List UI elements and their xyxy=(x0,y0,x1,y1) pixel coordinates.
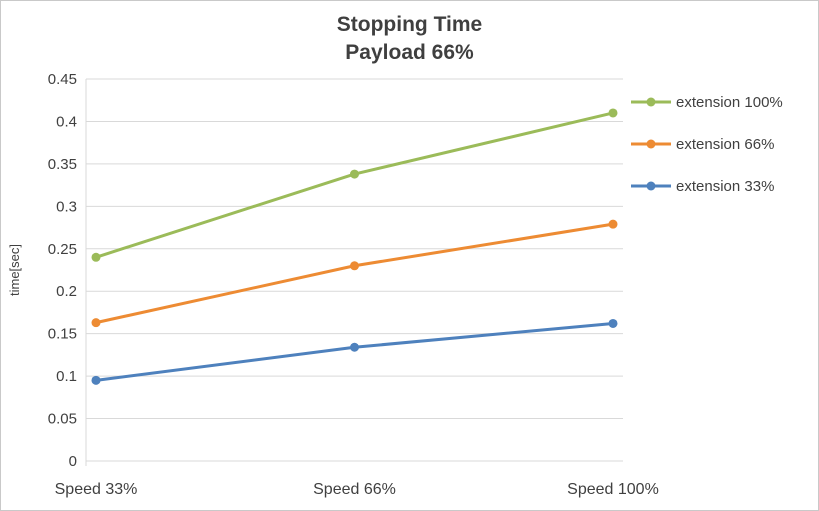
legend-label: extension 100% xyxy=(676,94,783,111)
y-tick-label: 0.15 xyxy=(48,326,77,343)
legend-marker xyxy=(646,181,656,191)
x-tick-label: Speed 100% xyxy=(567,481,659,498)
y-tick-label: 0 xyxy=(69,453,77,470)
x-tick-label: Speed 33% xyxy=(55,481,138,498)
legend-marker xyxy=(646,97,656,107)
y-axis-title: time[sec] xyxy=(7,244,22,296)
data-point-marker xyxy=(350,261,359,271)
data-point-marker xyxy=(350,342,359,352)
y-tick-label: 0.1 xyxy=(56,368,77,385)
series-line xyxy=(94,321,615,382)
y-tick-label: 0.35 xyxy=(48,156,77,173)
y-tick-label: 0.4 xyxy=(56,113,77,130)
data-point-marker xyxy=(350,169,359,179)
y-tick-label: 0.25 xyxy=(48,241,77,258)
legend-label: extension 33% xyxy=(676,178,774,195)
y-tick-label: 0.05 xyxy=(48,411,77,428)
series-line xyxy=(94,222,615,325)
data-point-marker xyxy=(91,318,101,328)
y-tick-label: 0.2 xyxy=(56,283,77,300)
data-point-marker xyxy=(608,219,618,229)
y-tick-label: 0.3 xyxy=(56,198,77,215)
y-tick-label: 0.45 xyxy=(48,71,77,88)
data-point-marker xyxy=(608,318,618,328)
legend-marker xyxy=(646,139,656,149)
legend-label: extension 66% xyxy=(676,136,774,153)
data-point-marker xyxy=(608,108,618,118)
data-point-marker xyxy=(91,375,101,385)
x-tick-label: Speed 66% xyxy=(313,481,396,498)
data-point-marker xyxy=(91,252,101,262)
